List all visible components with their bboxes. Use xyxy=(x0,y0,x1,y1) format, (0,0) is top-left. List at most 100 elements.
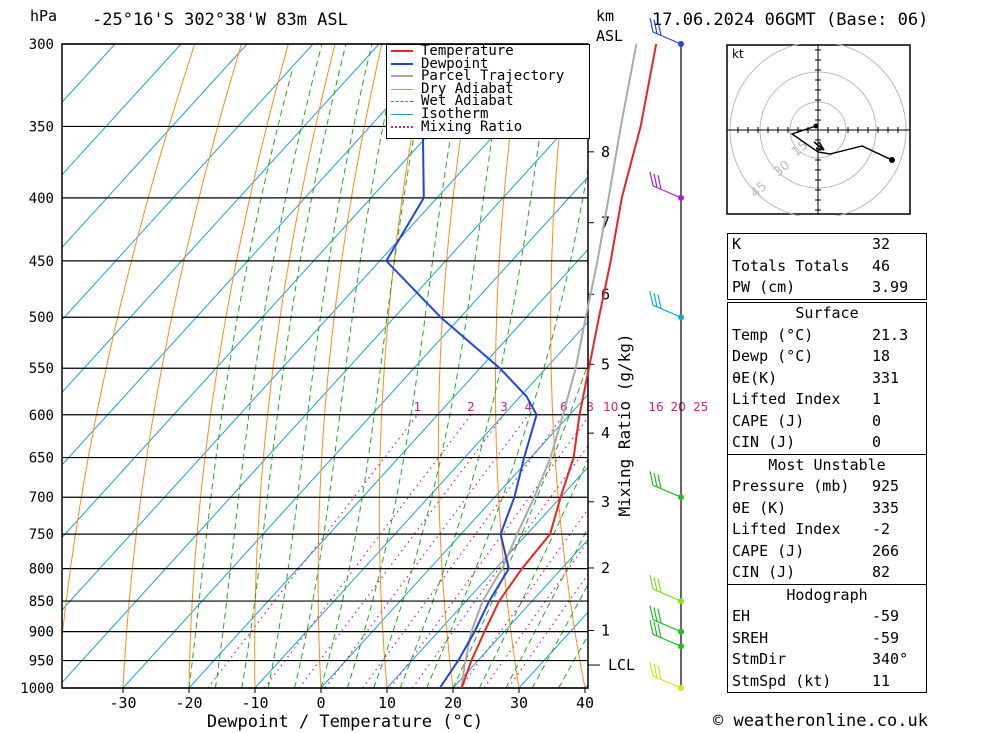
legend-item-parcel: Parcel Trajectory xyxy=(387,69,589,83)
pressure-tick-label: 450 xyxy=(29,254,54,270)
location-title: -25°16'S 302°38'W 83m ASL xyxy=(92,10,348,30)
table-row: θE(K) 331 xyxy=(728,368,926,390)
wet-adiabat-line xyxy=(214,44,323,688)
x-tick-label: 0 xyxy=(316,694,325,712)
x-tick-label: -30 xyxy=(109,694,136,712)
mixing-ratio-line xyxy=(298,414,505,688)
x-tick-label: -10 xyxy=(241,694,268,712)
row-value: 0 xyxy=(872,433,882,451)
km-tick-label: 5 xyxy=(601,355,610,373)
wind-barb xyxy=(649,17,684,47)
section-title-surface: Surface xyxy=(795,304,859,322)
pressure-tick-label: 950 xyxy=(29,654,54,670)
row-key: PW (cm) xyxy=(732,278,796,296)
row-value: 11 xyxy=(872,671,891,690)
hodograph-point xyxy=(889,157,895,163)
wind-barb xyxy=(649,605,684,635)
legend-item-isotherm: Isotherm xyxy=(387,105,589,122)
row-value: 46 xyxy=(872,256,891,275)
mixing-ratio-label: 1 xyxy=(414,400,422,414)
isotherm-line xyxy=(62,44,380,394)
mixing-ratio-line xyxy=(324,414,529,688)
isotherm-line xyxy=(62,103,588,684)
wind-barb xyxy=(649,661,684,691)
dry-adiabat-line xyxy=(62,44,196,642)
table-row: Lifted Index 1 xyxy=(728,389,926,411)
parcel-trajectory-profile-line xyxy=(460,43,638,689)
table-row: Totals Totals 46 xyxy=(728,256,926,278)
pressure-tick-label: 550 xyxy=(29,361,54,377)
isotherm-line xyxy=(122,176,588,688)
isotherm-line xyxy=(254,321,588,688)
isotherm-line xyxy=(320,393,588,688)
mixing-ratio-label: 2 xyxy=(467,400,475,414)
wind-barb xyxy=(649,471,684,501)
mixing-ratio-line xyxy=(389,416,588,688)
wind-barb xyxy=(649,620,684,650)
row-key: CIN (J) xyxy=(732,433,796,451)
table-row: Pressure (mb) 925 xyxy=(728,476,926,498)
table-row: CAPE (J) 0 xyxy=(728,411,926,433)
pressure-tick-label: 750 xyxy=(29,527,54,543)
legend-item-dry-adiabat: Dry Adiabat xyxy=(387,80,589,97)
pressure-tick-label: 350 xyxy=(29,119,54,135)
lcl-label: LCL xyxy=(608,656,635,674)
table-row: SREH -59 xyxy=(728,628,926,650)
pressure-tick-label: 800 xyxy=(29,562,54,578)
row-key: θE (K) xyxy=(732,498,787,517)
row-key: StmSpd (kt) xyxy=(732,671,832,690)
isotherm-line xyxy=(452,538,588,688)
dry-adiabat-line xyxy=(437,44,476,688)
dry-adiabat-line xyxy=(122,44,242,688)
mixing-ratio-label: 20 xyxy=(671,400,686,414)
section-title-most-unstable: Most Unstable xyxy=(728,453,926,477)
legend-item-wet-adiabat: Wet Adiabat xyxy=(387,95,589,108)
row-value: -59 xyxy=(872,628,900,647)
pressure-tick-label: 600 xyxy=(29,408,54,424)
legend-label: Dry Adiabat xyxy=(421,80,514,97)
legend-label: Mixing Ratio xyxy=(421,118,523,135)
table-row: PW (cm) 3.99 xyxy=(728,277,926,299)
copyright-footer[interactable]: © weatheronline.co.uk xyxy=(713,711,928,731)
hodograph-point xyxy=(813,123,819,129)
plot-frame xyxy=(61,43,589,689)
legend-label: Isotherm xyxy=(421,105,489,122)
table-row: θE (K) 335 xyxy=(728,498,926,520)
row-value: 340° xyxy=(872,650,909,668)
dry-adiabat-line xyxy=(656,44,717,688)
table-row: CAPE (J) 266 xyxy=(728,541,926,563)
pressure-tick-label: 850 xyxy=(29,594,54,610)
isotherm-line xyxy=(62,44,182,176)
row-value: 925 xyxy=(872,477,900,495)
km-tick-label: 2 xyxy=(601,559,610,577)
row-value: -2 xyxy=(872,520,891,538)
row-value: 32 xyxy=(872,235,891,253)
isotherm-line xyxy=(62,44,116,104)
wind-barb xyxy=(649,171,684,201)
row-value: 3.99 xyxy=(872,278,909,296)
row-key: CIN (J) xyxy=(732,563,796,581)
legend-item-temperature: Temperature xyxy=(387,43,589,59)
row-key: CAPE (J) xyxy=(732,411,805,430)
legend-label: Temperature xyxy=(421,43,514,59)
isotherm-line xyxy=(62,44,446,466)
x-tick-label: 30 xyxy=(510,694,528,712)
row-key: Dewp (°C) xyxy=(732,347,814,365)
x-axis-label: Dewpoint / Temperature (°C) xyxy=(207,712,483,732)
legend-label: Wet Adiabat xyxy=(421,93,514,110)
wet-adiabat-line xyxy=(426,165,588,688)
storm-motion-arrow xyxy=(813,141,825,151)
x-tick-label: 10 xyxy=(378,694,396,712)
km-tick-label: 6 xyxy=(601,285,610,303)
mixing-ratio-label: 4 xyxy=(524,400,532,414)
row-key: SREH xyxy=(732,628,769,647)
x-tick-label: 40 xyxy=(576,694,594,712)
dry-adiabat-line xyxy=(943,44,1000,688)
km-axis-title: km xyxy=(596,7,615,25)
dry-adiabat-line xyxy=(378,44,430,688)
row-value: 21.3 xyxy=(872,325,909,344)
row-value: 335 xyxy=(872,498,900,517)
x-tick-label: -20 xyxy=(175,694,202,712)
pressure-tick-label: 400 xyxy=(29,191,54,207)
